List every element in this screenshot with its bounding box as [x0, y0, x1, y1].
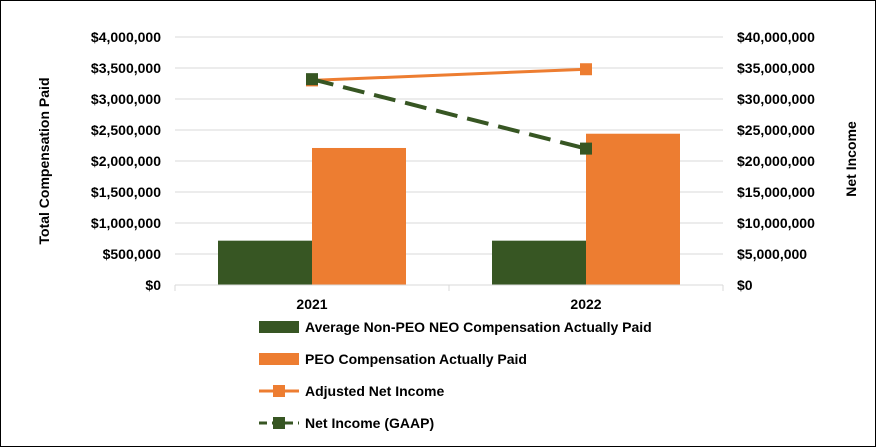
bar-avg-non-peo-2022 [492, 240, 586, 285]
y2-tick-label: $25,000,000 [737, 122, 815, 138]
legend-label: Adjusted Net Income [305, 383, 444, 399]
bar-avg-non-peo-2021 [218, 240, 312, 285]
y-tick-label: $4,000,000 [91, 29, 161, 45]
legend-swatch [259, 353, 299, 365]
legend-marker [273, 385, 285, 397]
bar-peo-2022 [586, 133, 680, 285]
series-line-adjusted-net-income [311, 67, 587, 82]
y-tick-label: $0 [145, 277, 161, 293]
y-tick-label: $3,000,000 [91, 91, 161, 107]
legend-label: Net Income (GAAP) [305, 415, 434, 431]
y2-tick-label: $10,000,000 [737, 215, 815, 231]
y2-tick-label: $0 [737, 277, 753, 293]
y-tick-label: $2,500,000 [91, 122, 161, 138]
marker-adjusted-2022 [580, 63, 592, 76]
bar-peo-2021 [312, 147, 406, 285]
x-tick-label: 2021 [296, 296, 327, 312]
y-axis-title: Total Compensation Paid [36, 78, 52, 245]
y2-tick-label: $15,000,000 [737, 184, 815, 200]
series-line-net-income-gaap [311, 77, 587, 151]
y-tick-label: $1,000,000 [91, 215, 161, 231]
marker-gaap-2022 [580, 142, 592, 155]
legend-swatch [259, 321, 299, 333]
y-tick-label: $1,500,000 [91, 184, 161, 200]
y2-tick-label: $30,000,000 [737, 91, 815, 107]
y2-tick-label: $5,000,000 [737, 246, 807, 262]
y-tick-label: $2,000,000 [91, 153, 161, 169]
marker-gaap-2021 [306, 73, 318, 86]
y2-axis-title: Net Income [843, 121, 859, 197]
legend-label: PEO Compensation Actually Paid [305, 351, 527, 367]
legend-marker [273, 417, 285, 429]
y2-tick-label: $35,000,000 [737, 60, 815, 76]
y-tick-label: $3,500,000 [91, 60, 161, 76]
y-tick-label: $500,000 [103, 246, 162, 262]
legend-label: Average Non-PEO NEO Compensation Actuall… [305, 319, 652, 335]
y2-tick-label: $40,000,000 [737, 29, 815, 45]
x-tick-label: 2022 [570, 296, 601, 312]
y2-tick-label: $20,000,000 [737, 153, 815, 169]
